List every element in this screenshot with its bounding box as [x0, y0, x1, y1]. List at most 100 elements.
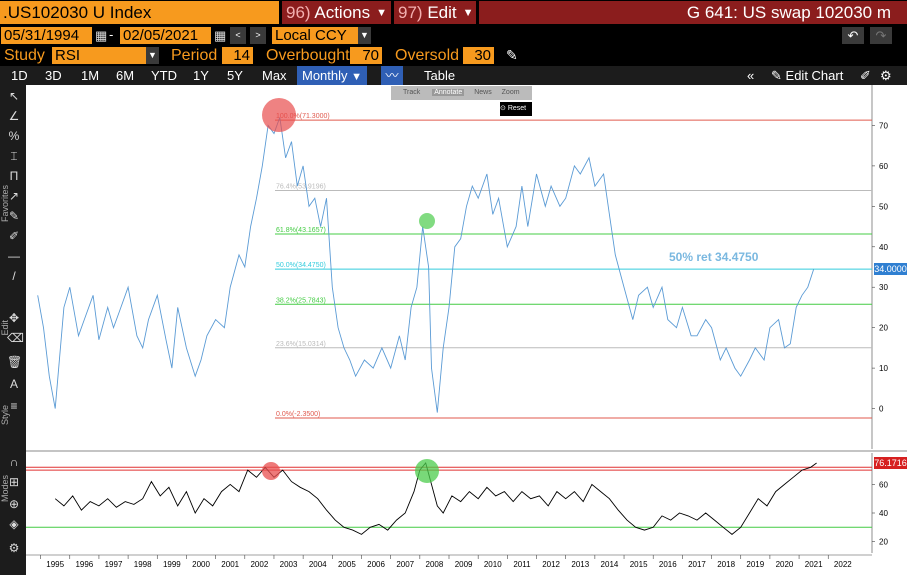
fib-level-label: 38.2%(25.7843)	[276, 297, 326, 304]
prev-arrow-icon[interactable]: <	[230, 27, 246, 44]
gear-icon[interactable]: ⚙	[8, 541, 20, 555]
end-date-text: 02/05/2021	[123, 27, 199, 44]
calendar-icon[interactable]: ▦	[214, 28, 227, 43]
track-button[interactable]: Track	[403, 89, 421, 96]
rsi-overbought-marker	[415, 459, 439, 483]
settings-icon[interactable]: ⚙	[880, 68, 892, 83]
oversold-field[interactable]: 30	[463, 47, 494, 64]
annotate-button[interactable]: Annotate	[432, 89, 465, 96]
y-tick-label: 60	[879, 480, 888, 489]
next-arrow-icon[interactable]: >	[250, 27, 266, 44]
fib-level-label: 23.6%(15.0314)	[276, 341, 326, 348]
last-price-tag: 34.0000	[874, 263, 907, 276]
security-title: G 641: US swap 102030 m	[479, 1, 907, 24]
text-tool-icon[interactable]: ⌶	[10, 149, 18, 163]
rsi-overbought-marker	[262, 462, 280, 480]
study-field[interactable]: RSI	[52, 47, 146, 64]
period-label: Period	[171, 47, 218, 64]
chart-background	[26, 85, 907, 575]
bell-icon[interactable]: ◈	[9, 517, 19, 531]
font-icon[interactable]: A	[9, 377, 18, 391]
arrow-tool-icon[interactable]: ↗	[8, 189, 20, 203]
start-date-text: 05/31/1994	[4, 27, 80, 44]
fib-icon[interactable]: %	[8, 129, 20, 143]
x-tick-label: 2016	[659, 560, 677, 569]
trash-icon[interactable]: 🗑	[7, 355, 23, 369]
frequency-dropdown[interactable]: Monthly ▼	[297, 66, 368, 87]
y-tick-label: 40	[879, 509, 888, 518]
y-tick-label: 20	[879, 324, 888, 333]
x-tick-label: 2001	[221, 560, 239, 569]
chart-mode-toolbar: Track Annotate News Zoom	[391, 86, 532, 100]
modes-label: Modes	[0, 475, 10, 503]
x-tick-label: 2009	[455, 560, 473, 569]
ray-icon[interactable]: /	[12, 269, 16, 283]
x-tick-label: 2008	[426, 560, 444, 569]
chevron-down-icon: ▼	[462, 7, 474, 19]
period-5y[interactable]: 5Y	[227, 68, 243, 83]
edit-menu[interactable]: 97) Edit ▼	[394, 1, 476, 24]
frequency-text: Monthly	[302, 68, 348, 83]
y-tick-label: 40	[879, 243, 888, 252]
overbought-label: Overbought	[266, 47, 350, 64]
fib-level-label: 76.4%(53.9196)	[276, 183, 326, 190]
hline-icon[interactable]: —	[8, 249, 20, 263]
period-3d[interactable]: 3D	[45, 68, 62, 83]
edit-square-icon[interactable]: ✐	[860, 68, 871, 83]
line-style-icon[interactable]: ≡	[10, 399, 18, 413]
retracement-annotation: 50% ret 34.4750	[669, 250, 759, 264]
collapse-icon[interactable]: «	[747, 68, 755, 83]
reset-button[interactable]: ⊙ Reset	[500, 102, 532, 116]
period-6m[interactable]: 6M	[116, 68, 135, 83]
x-tick-label: 1996	[75, 560, 93, 569]
redo-icon[interactable]: ↷	[870, 27, 892, 44]
x-tick-label: 2018	[717, 560, 735, 569]
news-button[interactable]: News	[474, 89, 492, 96]
pencil-icon[interactable]: ✎	[506, 47, 518, 63]
chevron-down-icon[interactable]: ▼	[146, 47, 159, 64]
pen-icon[interactable]: ✎	[8, 209, 20, 223]
x-tick-label: 2022	[834, 560, 852, 569]
channel-icon[interactable]: Π	[9, 169, 19, 183]
pointer-icon[interactable]: ↖	[8, 89, 20, 103]
chart-area[interactable]: 0 10 20 30 40 50 60 70 100.0%(71.3000) 76.4%(53.9…	[26, 85, 907, 575]
calendar-icon[interactable]: ▦	[95, 28, 108, 43]
favorites-label: Favorites	[0, 185, 10, 223]
start-date-field[interactable]: 05/31/1994	[1, 27, 92, 44]
brush-icon[interactable]: ✐	[8, 229, 20, 243]
currency-field[interactable]: Local CCY	[272, 27, 358, 44]
x-tick-label: 2006	[367, 560, 385, 569]
period-1d[interactable]: 1D	[11, 68, 28, 83]
chevron-down-icon[interactable]: ▼	[358, 27, 371, 44]
table-button[interactable]: Table	[424, 68, 456, 83]
ticker-field[interactable]: .US102030 U Index	[0, 1, 279, 24]
x-tick-label: 2013	[571, 560, 589, 569]
end-date-field[interactable]: 02/05/2021	[120, 27, 211, 44]
crosshair-icon[interactable]: ⊕	[8, 497, 20, 511]
eraser-icon[interactable]: ⌫	[7, 331, 24, 345]
line-chart-icon[interactable]: 〰	[381, 66, 403, 85]
snap-icon[interactable]: ⊞	[8, 475, 20, 489]
period-field[interactable]: 14	[222, 47, 253, 64]
magnet-icon[interactable]: ∩	[9, 455, 19, 469]
undo-icon[interactable]: ↶	[842, 27, 864, 44]
zoom-button[interactable]: Zoom	[501, 89, 520, 96]
actions-number: 96)	[286, 3, 311, 22]
chart-toolbar: 1D 3D 1M 6M YTD 1Y 5Y Max Monthly ▼ 〰 Ta…	[0, 66, 907, 87]
range-dash: -	[109, 27, 114, 42]
period-max[interactable]: Max	[262, 68, 287, 83]
x-tick-label: 1997	[105, 560, 123, 569]
oversold-text: 30	[474, 47, 491, 64]
move-icon[interactable]: ✥	[8, 311, 20, 325]
period-1m[interactable]: 1M	[81, 68, 100, 83]
overbought-field[interactable]: 70	[350, 47, 382, 64]
trendline-icon[interactable]: ∠	[8, 109, 20, 123]
x-tick-label: 1998	[134, 560, 152, 569]
period-ytd[interactable]: YTD	[151, 68, 177, 83]
pencil-icon: ✎	[771, 68, 782, 83]
chevron-down-icon: ▼	[351, 71, 363, 83]
period-1y[interactable]: 1Y	[193, 68, 209, 83]
actions-menu[interactable]: 96) Actions ▼	[282, 1, 391, 24]
chevron-down-icon: ▼	[376, 7, 388, 19]
edit-chart-button[interactable]: ✎ Edit Chart	[771, 66, 843, 85]
